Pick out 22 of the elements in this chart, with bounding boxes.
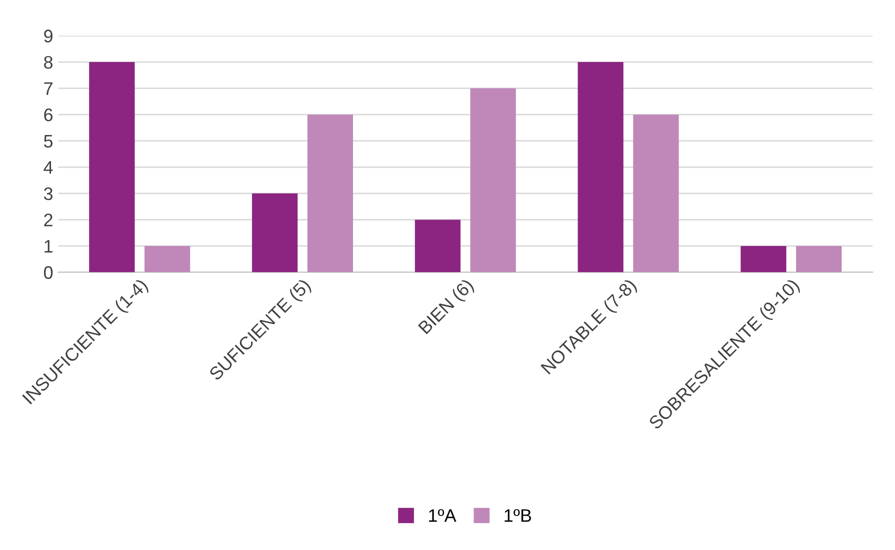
bar xyxy=(89,62,135,272)
y-tick-label: 2 xyxy=(44,214,52,226)
y-tick-label: 3 xyxy=(44,187,53,200)
y-tick-label: 9 xyxy=(44,30,52,42)
y-tick-label: 4 xyxy=(44,161,53,174)
bar xyxy=(144,246,190,272)
y-tick-label: 6 xyxy=(44,108,53,122)
bar xyxy=(307,114,354,272)
legend-label: 1ºA xyxy=(429,509,456,522)
y-tick-label: 8 xyxy=(44,56,53,69)
bar xyxy=(252,193,298,272)
bar xyxy=(470,88,516,272)
bar xyxy=(414,220,461,272)
bar xyxy=(578,62,624,272)
y-tick-label: 5 xyxy=(44,134,53,148)
y-tick-label: 7 xyxy=(44,82,52,95)
y-tick-label: 1 xyxy=(44,240,52,253)
bar xyxy=(796,246,842,272)
y-tick-label: 0 xyxy=(44,266,53,279)
bar xyxy=(633,114,679,272)
bar xyxy=(740,246,786,272)
legend-label: 1ºB xyxy=(504,509,532,522)
